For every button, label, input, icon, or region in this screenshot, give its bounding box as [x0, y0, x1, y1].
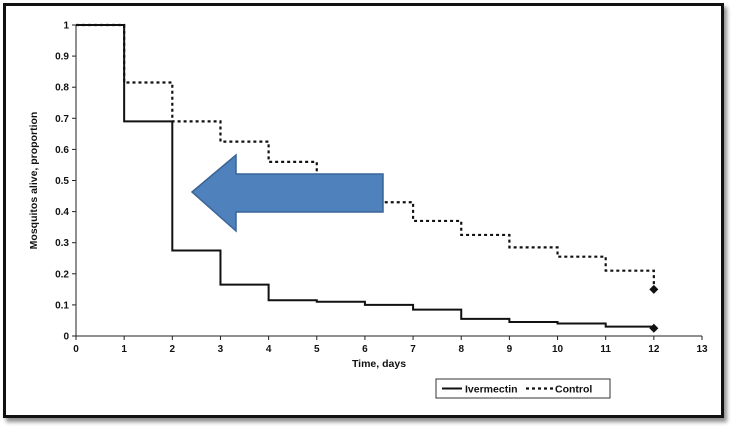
series-end-marker-control	[649, 284, 659, 294]
y-tick-label: 0.2	[55, 269, 69, 280]
x-tick-label: 5	[314, 344, 320, 355]
y-tick-label: 0.8	[55, 83, 69, 94]
x-tick-label: 1	[121, 344, 127, 355]
chart-frame: 0 0.1 0.2 0.3 0.4 0.5 0.6 0.7 0.8 0.9 1 0 1 2 3 4 5 6 7 8 9 1…	[3, 3, 724, 418]
x-tick-label: 4	[266, 344, 272, 355]
y-tick-label: 0.5	[55, 176, 69, 187]
x-tick-label: 2	[170, 344, 176, 355]
y-tick-label: 0.9	[55, 52, 69, 63]
y-tick-label: 0	[63, 332, 69, 343]
series-line-ivermectin	[76, 24, 655, 329]
x-tick-label: 13	[696, 344, 708, 355]
axes: 00.10.20.30.40.50.60.70.80.910 1 2 3 4 5 6 7 8 9 1…	[55, 21, 708, 356]
x-tick-label: 12	[648, 344, 660, 355]
x-tick-label: 7	[410, 344, 416, 355]
y-tick-label: 0.6	[55, 145, 69, 156]
legend: Ivermectin Control	[435, 378, 611, 399]
x-axis-title: Time, days	[352, 358, 406, 370]
y-tick-label: 0.1	[55, 300, 69, 311]
x-tick-label: 3	[218, 344, 224, 355]
y-tick-label: 1	[63, 21, 69, 32]
survival-chart: 00.10.20.30.40.50.60.70.80.910 1 2 3 4 5 6 7 8 9 1…	[28, 21, 708, 399]
left-arrow-shape	[190, 153, 384, 233]
y-tick-label: 0.7	[55, 114, 69, 125]
y-tick-label: 0.4	[55, 207, 69, 218]
x-tick-label: 11	[600, 344, 611, 355]
y-tick-label: 0.3	[55, 238, 69, 249]
legend-label-control: Control	[555, 384, 592, 396]
series-layer	[76, 23, 659, 333]
x-tick-label: 0	[73, 344, 79, 355]
legend-label-ivermectin: Ivermectin	[465, 384, 518, 396]
x-tick-label: 8	[458, 344, 464, 355]
legend-box	[435, 378, 611, 399]
series-end-marker-ivermectin	[649, 323, 659, 333]
series-line-control	[76, 23, 655, 290]
arrow-annotation	[190, 153, 384, 233]
y-axis-title: Mosquitos alive, proportion	[28, 112, 40, 250]
x-tick-label: 10	[552, 344, 564, 355]
x-tick-label: 9	[507, 344, 513, 355]
x-tick-label: 6	[362, 344, 368, 355]
